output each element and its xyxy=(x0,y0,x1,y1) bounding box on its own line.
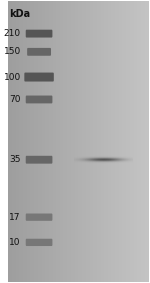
FancyBboxPatch shape xyxy=(26,30,52,38)
FancyBboxPatch shape xyxy=(24,72,54,82)
Text: 210: 210 xyxy=(4,29,21,38)
Text: 100: 100 xyxy=(4,72,21,82)
FancyBboxPatch shape xyxy=(27,48,51,56)
Text: kDa: kDa xyxy=(9,9,30,19)
Text: 17: 17 xyxy=(9,213,21,222)
Text: 70: 70 xyxy=(9,95,21,104)
Text: 10: 10 xyxy=(9,238,21,247)
FancyBboxPatch shape xyxy=(26,156,52,164)
FancyBboxPatch shape xyxy=(26,213,52,221)
FancyBboxPatch shape xyxy=(26,96,52,103)
Text: 35: 35 xyxy=(9,155,21,164)
FancyBboxPatch shape xyxy=(26,239,52,246)
Text: 150: 150 xyxy=(4,47,21,56)
